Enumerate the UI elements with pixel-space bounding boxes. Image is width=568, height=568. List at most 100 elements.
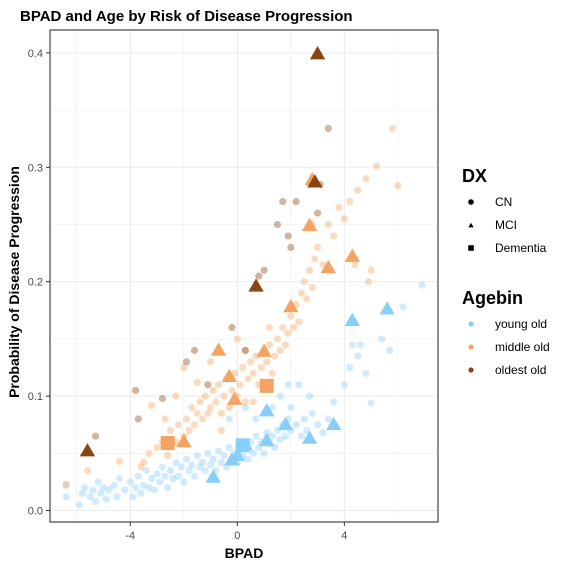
data-point	[198, 458, 207, 467]
data-point	[388, 124, 397, 132]
data-point	[62, 481, 70, 489]
data-point	[367, 399, 375, 407]
data-point	[301, 430, 318, 444]
data-point	[172, 392, 180, 400]
data-point	[379, 301, 395, 315]
data-point	[148, 474, 156, 483]
data-point	[287, 403, 295, 412]
data-point	[268, 432, 276, 440]
data-point	[239, 363, 247, 372]
data-point	[320, 260, 336, 274]
data-point	[225, 415, 233, 423]
data-point	[193, 452, 201, 460]
data-point	[284, 381, 292, 389]
data-point	[259, 378, 274, 393]
data-point	[190, 421, 199, 429]
data-point	[62, 493, 70, 501]
data-point	[308, 283, 316, 292]
data-point	[354, 352, 362, 360]
data-point	[300, 415, 308, 423]
data-point	[249, 449, 257, 457]
data-point	[204, 409, 212, 417]
data-point	[75, 501, 84, 509]
data-point	[276, 346, 284, 354]
data-point	[297, 289, 306, 297]
data-point	[330, 398, 338, 406]
data-point	[229, 447, 246, 461]
data-point	[204, 381, 212, 389]
data-point	[204, 449, 212, 457]
data-point	[217, 409, 225, 417]
data-point	[188, 403, 196, 412]
data-point	[193, 378, 201, 387]
data-point	[110, 481, 118, 489]
data-point	[102, 495, 110, 503]
data-point	[209, 386, 217, 395]
x-tick-label: -4	[125, 530, 135, 542]
data-point	[182, 358, 191, 366]
data-point	[140, 458, 148, 467]
data-point	[325, 416, 342, 431]
data-point	[367, 266, 375, 274]
panel-border	[49, 29, 439, 523]
data-point	[241, 398, 249, 406]
data-point	[121, 486, 129, 494]
data-point	[249, 398, 257, 406]
data-point	[78, 489, 86, 497]
data-point	[145, 484, 153, 492]
data-point	[244, 375, 252, 383]
data-point	[89, 486, 97, 494]
data-point	[289, 323, 298, 332]
data-point	[279, 323, 287, 332]
data-point	[180, 363, 188, 372]
data-point	[356, 341, 364, 349]
data-point	[235, 438, 250, 453]
data-point	[209, 455, 217, 463]
data-point	[276, 436, 284, 444]
data-point	[145, 449, 153, 457]
data-point	[309, 46, 326, 60]
legend-label: middle old	[495, 340, 550, 354]
legend-key-triangle	[468, 222, 474, 228]
data-point	[94, 478, 102, 486]
data-point	[221, 368, 237, 383]
series-mci-middle-old	[176, 171, 361, 448]
data-point	[220, 452, 228, 460]
data-point	[394, 182, 402, 190]
legend-label: CN	[495, 195, 512, 209]
data-point	[271, 352, 279, 360]
data-point	[386, 346, 394, 354]
data-point	[190, 472, 199, 480]
data-point	[113, 493, 121, 501]
x-axis: -4 0 4	[125, 522, 347, 542]
data-point	[287, 243, 295, 251]
data-point	[193, 409, 201, 417]
data-point	[212, 398, 220, 406]
data-point	[252, 432, 260, 440]
data-point	[174, 421, 183, 429]
data-point	[188, 461, 196, 469]
data-point	[132, 484, 140, 492]
data-point	[214, 381, 223, 389]
minor-gridlines	[50, 30, 438, 522]
data-point	[313, 421, 322, 429]
data-point	[324, 124, 332, 132]
data-point	[300, 278, 308, 286]
data-point	[196, 398, 204, 406]
data-point	[241, 346, 249, 354]
y-tick-label: 0.3	[28, 162, 43, 174]
data-point	[287, 312, 295, 320]
data-point	[169, 474, 177, 483]
data-point	[198, 415, 207, 423]
data-point	[305, 392, 314, 400]
data-point	[259, 403, 275, 417]
data-point	[180, 478, 188, 486]
y-tick-label: 0.1	[28, 391, 43, 403]
plot-panel	[49, 29, 439, 523]
data-point	[319, 429, 327, 437]
data-point	[260, 449, 268, 457]
data-point	[335, 203, 343, 211]
y-axis: 0.0 0.1 0.2 0.3 0.4	[28, 48, 50, 518]
data-point	[86, 493, 94, 501]
data-point	[372, 162, 381, 170]
